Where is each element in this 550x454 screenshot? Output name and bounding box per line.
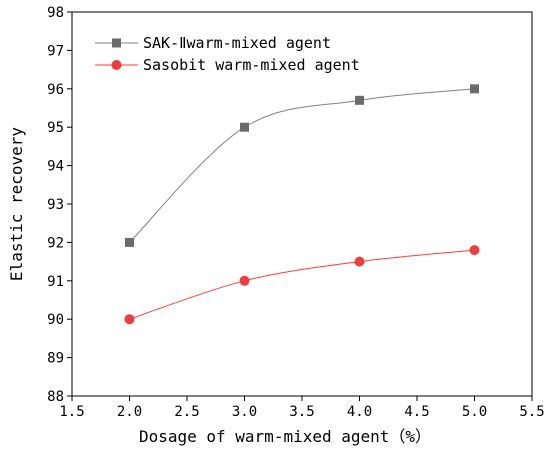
legend: SAK-Ⅱwarm-mixed agent Sasobit warm-mixed … bbox=[95, 34, 360, 74]
x-tick-label: 2.5 bbox=[174, 404, 199, 420]
data-point bbox=[354, 256, 365, 267]
data-point bbox=[470, 84, 479, 94]
x-tick-label: 2.0 bbox=[117, 404, 142, 420]
y-tick-label: 95 bbox=[47, 120, 64, 136]
data-point bbox=[240, 122, 249, 132]
data-point bbox=[355, 95, 364, 105]
y-tick-label: 92 bbox=[47, 235, 64, 251]
x-tick-label: 4.0 bbox=[347, 404, 372, 420]
x-axis: 1.5 2.0 2.5 3.0 3.5 4.0 4.5 5.0 5.5 bbox=[59, 396, 545, 420]
x-axis-title: Dosage of warm-mixed agent（%） bbox=[139, 427, 431, 446]
y-axis-title: Elastic recovery bbox=[7, 127, 26, 281]
y-tick-label: 96 bbox=[47, 82, 64, 98]
y-tick-label: 88 bbox=[47, 389, 64, 405]
series-layer bbox=[124, 84, 480, 325]
x-tick-label: 4.5 bbox=[404, 404, 429, 420]
y-axis: 88 89 90 91 92 93 94 95 96 97 98 bbox=[47, 5, 72, 405]
data-point bbox=[469, 245, 480, 256]
y-tick-label: 94 bbox=[47, 159, 64, 175]
y-tick-label: 97 bbox=[47, 43, 64, 59]
legend-label: Sasobit warm-mixed agent bbox=[143, 56, 360, 74]
y-tick-label: 93 bbox=[47, 197, 64, 213]
x-tick-label: 3.5 bbox=[289, 404, 314, 420]
x-tick-label: 5.0 bbox=[462, 404, 487, 420]
data-point bbox=[124, 314, 135, 325]
x-tick-label: 1.5 bbox=[59, 404, 84, 420]
series-line bbox=[129, 88, 475, 243]
y-tick-label: 90 bbox=[47, 312, 64, 328]
y-tick-label: 98 bbox=[47, 5, 64, 21]
x-tick-label: 5.5 bbox=[519, 404, 544, 420]
legend-marker bbox=[111, 60, 122, 70]
y-tick-label: 89 bbox=[47, 351, 64, 367]
x-tick-label: 3.0 bbox=[232, 404, 257, 420]
legend-label: SAK-Ⅱwarm-mixed agent bbox=[143, 34, 331, 52]
data-point bbox=[125, 237, 134, 247]
series-line bbox=[129, 249, 475, 320]
legend-marker bbox=[112, 38, 121, 48]
data-point bbox=[239, 275, 250, 286]
y-tick-label: 91 bbox=[47, 274, 64, 290]
